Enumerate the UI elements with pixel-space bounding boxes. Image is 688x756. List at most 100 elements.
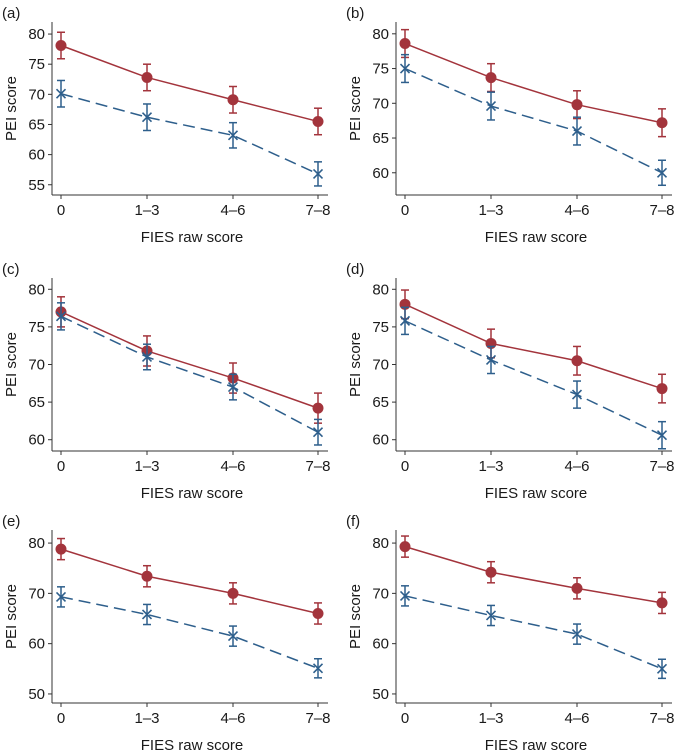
data-point: [227, 631, 239, 642]
data-point: [485, 354, 497, 366]
y-tick-label: 70: [372, 357, 389, 374]
y-tick-label: 80: [28, 535, 45, 552]
y-axis-title: PEI score: [347, 584, 364, 649]
x-axis-title: FIES raw score: [485, 737, 588, 754]
y-tick-label: 80: [372, 535, 389, 552]
x-marker: [55, 88, 67, 99]
x-tick-label: 7–8: [649, 202, 674, 219]
y-axis-title: PEI score: [3, 584, 20, 649]
data-point: [312, 168, 324, 179]
chart-panel: (e) 50 60 70 80 0 1–3 4–6 7–8 FIES raw score PEI s…: [2, 513, 331, 754]
y-axis-title: PEI score: [347, 332, 364, 397]
data-point: [312, 663, 324, 674]
x-axis-title: FIES raw score: [485, 485, 588, 502]
y-tick-label: 60: [28, 636, 45, 653]
x-tick-label: 0: [401, 710, 409, 727]
x-tick-label: 4–6: [564, 458, 589, 475]
x-tick-label: 0: [57, 202, 65, 219]
series-line: [404, 42, 663, 124]
x-marker: [141, 112, 153, 123]
data-point: [656, 597, 668, 609]
data-point: [227, 94, 239, 106]
x-marker: [485, 354, 497, 366]
data-point: [571, 582, 583, 594]
y-tick-label: 75: [372, 61, 389, 78]
data-point: [227, 130, 239, 141]
chart-panel: (b) 60 65 70 75 80 0 1–3 4–6 7–8 FIES raw score PEI…: [346, 5, 675, 246]
y-tick-label: 80: [28, 26, 45, 43]
x-marker: [227, 381, 239, 393]
y-tick-label: 60: [372, 165, 389, 182]
x-marker: [312, 168, 324, 179]
data-point: [399, 63, 411, 74]
data-point: [312, 402, 324, 414]
data-point: [656, 117, 668, 129]
chart-panel: (f) 50 60 70 80 0 1–3 4–6 7–8 FIES raw score PEI s…: [346, 513, 675, 754]
series-line: [60, 548, 319, 615]
x-marker: [656, 430, 668, 441]
x-axis-title: FIES raw score: [141, 229, 244, 246]
x-marker: [141, 351, 153, 363]
panel-label: (b): [346, 5, 364, 22]
y-tick-label: 80: [372, 26, 389, 43]
x-marker: [571, 389, 583, 400]
series-line: [404, 595, 663, 670]
data-point: [55, 40, 67, 52]
y-tick-label: 55: [28, 177, 45, 194]
data-point: [399, 590, 411, 601]
data-point: [656, 430, 668, 441]
x-marker: [55, 591, 67, 602]
x-marker: [656, 167, 668, 178]
x-axis-title: FIES raw score: [141, 485, 244, 502]
x-marker: [399, 63, 411, 74]
x-marker: [399, 315, 411, 326]
data-point: [141, 112, 153, 123]
data-point: [141, 570, 153, 582]
y-tick-label: 60: [372, 636, 389, 653]
series-line: [60, 596, 319, 670]
y-tick-label: 65: [28, 116, 45, 133]
y-tick-label: 65: [372, 130, 389, 147]
x-tick-label: 1–3: [478, 458, 503, 475]
data-point: [485, 610, 497, 621]
y-tick-label: 70: [28, 86, 45, 103]
x-tick-label: 1–3: [134, 710, 159, 727]
data-point: [656, 383, 668, 395]
x-axis-title: FIES raw score: [485, 229, 588, 246]
y-tick-label: 75: [28, 56, 45, 73]
series-line: [404, 320, 663, 436]
x-tick-label: 7–8: [305, 202, 330, 219]
y-tick-label: 75: [28, 319, 45, 336]
y-tick-label: 80: [372, 281, 389, 298]
x-tick-label: 4–6: [564, 710, 589, 727]
y-tick-label: 60: [372, 432, 389, 449]
y-tick-label: 60: [28, 432, 45, 449]
data-point: [571, 629, 583, 640]
series-line: [404, 545, 663, 604]
x-tick-label: 7–8: [305, 710, 330, 727]
data-point: [656, 167, 668, 178]
data-point: [55, 543, 67, 555]
x-marker: [399, 590, 411, 601]
x-marker: [656, 663, 668, 674]
panel-label: (a): [2, 5, 20, 22]
x-tick-label: 1–3: [134, 458, 159, 475]
x-marker: [227, 130, 239, 141]
x-tick-label: 4–6: [220, 202, 245, 219]
panel-label: (c): [2, 261, 20, 278]
series-line: [60, 311, 319, 409]
y-tick-label: 80: [28, 281, 45, 298]
data-point: [55, 591, 67, 602]
y-tick-label: 50: [372, 686, 389, 703]
data-point: [485, 566, 497, 578]
data-point: [141, 71, 153, 83]
data-point: [312, 427, 324, 438]
y-tick-label: 70: [372, 585, 389, 602]
data-point: [399, 315, 411, 326]
data-point: [399, 38, 411, 50]
data-point: [571, 99, 583, 111]
series-line: [60, 315, 319, 433]
data-point: [571, 389, 583, 400]
y-axis-title: PEI score: [3, 332, 20, 397]
